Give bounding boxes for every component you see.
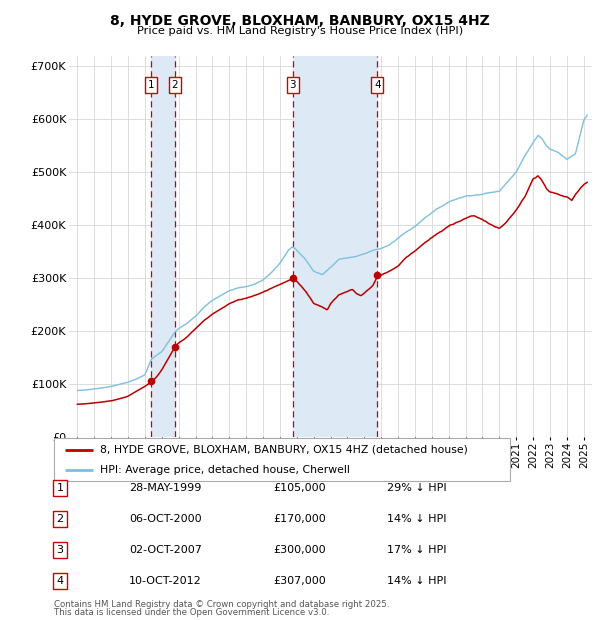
Text: 10-OCT-2012: 10-OCT-2012 xyxy=(129,576,202,586)
Text: 2: 2 xyxy=(56,514,64,524)
Text: 3: 3 xyxy=(56,545,64,555)
Text: 17% ↓ HPI: 17% ↓ HPI xyxy=(387,545,446,555)
Text: 2: 2 xyxy=(172,80,178,90)
Text: 1: 1 xyxy=(56,483,64,493)
Text: Price paid vs. HM Land Registry's House Price Index (HPI): Price paid vs. HM Land Registry's House … xyxy=(137,26,463,36)
Text: This data is licensed under the Open Government Licence v3.0.: This data is licensed under the Open Gov… xyxy=(54,608,329,617)
Text: 28-MAY-1999: 28-MAY-1999 xyxy=(129,483,202,493)
Text: 06-OCT-2000: 06-OCT-2000 xyxy=(129,514,202,524)
Text: HPI: Average price, detached house, Cherwell: HPI: Average price, detached house, Cher… xyxy=(100,465,349,475)
Text: £300,000: £300,000 xyxy=(273,545,326,555)
Bar xyxy=(151,56,175,437)
Text: £105,000: £105,000 xyxy=(273,483,326,493)
Text: 3: 3 xyxy=(289,80,296,90)
Text: 02-OCT-2007: 02-OCT-2007 xyxy=(129,545,202,555)
Text: 14% ↓ HPI: 14% ↓ HPI xyxy=(387,576,446,586)
Text: £307,000: £307,000 xyxy=(273,576,326,586)
Text: 4: 4 xyxy=(56,576,64,586)
FancyBboxPatch shape xyxy=(54,438,510,480)
Text: 29% ↓ HPI: 29% ↓ HPI xyxy=(387,483,446,493)
Text: 4: 4 xyxy=(374,80,380,90)
Text: 8, HYDE GROVE, BLOXHAM, BANBURY, OX15 4HZ: 8, HYDE GROVE, BLOXHAM, BANBURY, OX15 4H… xyxy=(110,14,490,28)
Text: 14% ↓ HPI: 14% ↓ HPI xyxy=(387,514,446,524)
Text: Contains HM Land Registry data © Crown copyright and database right 2025.: Contains HM Land Registry data © Crown c… xyxy=(54,600,389,609)
Text: £170,000: £170,000 xyxy=(273,514,326,524)
Text: 1: 1 xyxy=(148,80,155,90)
Text: 8, HYDE GROVE, BLOXHAM, BANBURY, OX15 4HZ (detached house): 8, HYDE GROVE, BLOXHAM, BANBURY, OX15 4H… xyxy=(100,445,467,454)
Bar xyxy=(293,56,377,437)
